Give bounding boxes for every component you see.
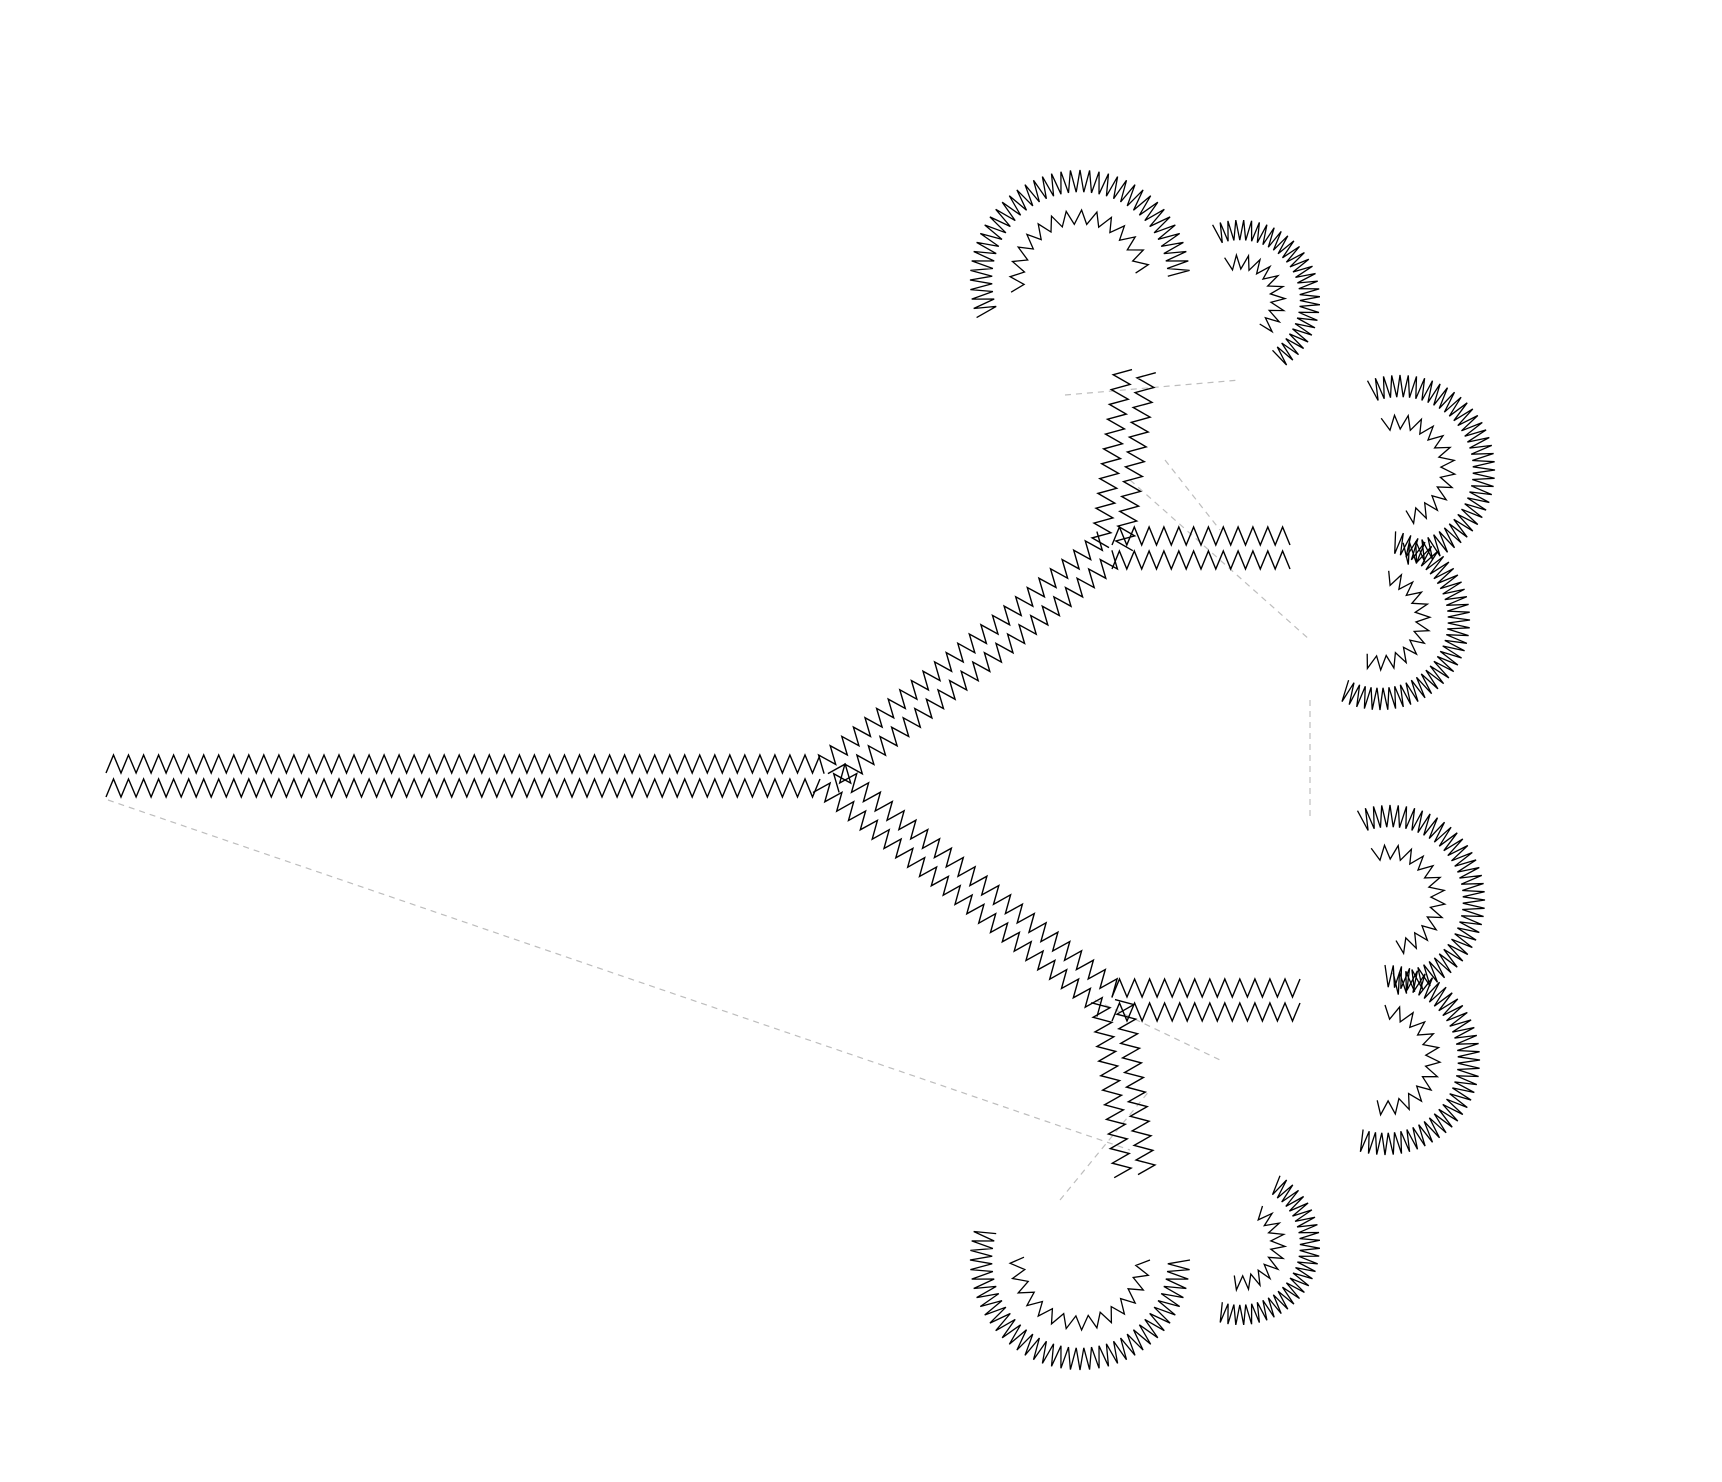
upper-main-branch — [817, 531, 1119, 793]
upper-top-crown-inner-stitches — [1008, 208, 1150, 293]
upper-right-branch-row-a — [1111, 549, 1291, 571]
lower-bottom-right-lobe-outer-stitches — [1219, 1175, 1321, 1326]
lower-right-crown-outer — [1356, 804, 1486, 995]
lower-right-branch-row-a — [1111, 1001, 1301, 1023]
jump-stitch-trunk-to-lower-crown — [107, 799, 1131, 1151]
upper-main-branch-row-a — [832, 550, 1119, 793]
lower-down-branch-row-a — [1091, 1002, 1133, 1179]
jump-stitch-lower-left — [1059, 1089, 1151, 1201]
upper-top-right-lobe-inner-stitches — [1224, 252, 1288, 334]
upper-right-crown-inner-stitches — [1380, 413, 1457, 526]
upper-up-branch-row-a — [1114, 372, 1156, 552]
lower-bottom-crown-inner-stitches — [1008, 1256, 1151, 1332]
jump-stitch-upper-inner — [1164, 459, 1221, 531]
upper-main-branch-row-b — [817, 531, 1104, 774]
jump-stitch-upper-crown — [1064, 379, 1241, 396]
lower-main-branch — [812, 762, 1119, 1017]
upper-right-crown-outer-stitches — [1366, 374, 1496, 565]
trunk-stem-row-b — [105, 753, 821, 775]
upper-right-lower-lobe-outer-stitches — [1341, 531, 1471, 711]
upper-right-lower-lobe-outer — [1341, 531, 1471, 711]
lower-right-branch — [1111, 977, 1301, 1023]
lower-right-branch-row-b — [1111, 977, 1301, 999]
upper-right-crown-outer — [1366, 374, 1496, 565]
jump-stitch-layer — [107, 379, 1311, 1201]
upper-right-lower-lobe-inner — [1366, 570, 1432, 673]
jump-stitch-upper-right-lobe — [1129, 479, 1311, 641]
upper-right-lower-lobe-inner-stitches — [1366, 570, 1432, 673]
lower-bottom-right-lobe-inner-stitches — [1233, 1205, 1288, 1293]
lower-bottom-right-lobe-inner — [1233, 1205, 1288, 1293]
lower-right-lower-lobe-inner-stitches — [1376, 1004, 1442, 1117]
lower-main-branch-row-b — [827, 762, 1119, 998]
upper-top-right-lobe-outer — [1212, 219, 1321, 366]
zigzag-stitch-layer — [105, 169, 1496, 1371]
lower-down-branch-row-b — [1114, 998, 1157, 1176]
lower-down-branch — [1091, 998, 1157, 1179]
lower-bottom-right-lobe-outer — [1219, 1175, 1321, 1326]
upper-right-branch — [1111, 525, 1291, 571]
upper-top-crown-outer — [969, 169, 1190, 319]
lower-bottom-crown-outer-stitches — [969, 1230, 1191, 1371]
upper-right-crown-inner — [1380, 413, 1457, 526]
upper-top-right-lobe-outer-stitches — [1212, 219, 1321, 366]
lower-main-branch-row-a — [812, 781, 1104, 1017]
lower-right-crown-inner-stitches — [1370, 843, 1447, 956]
upper-top-crown-inner — [1008, 208, 1150, 293]
upper-right-branch-row-b — [1111, 525, 1291, 547]
lower-right-lower-lobe-outer-stitches — [1359, 964, 1481, 1156]
lower-right-lower-lobe-inner — [1376, 1004, 1442, 1117]
upper-up-branch — [1090, 368, 1156, 552]
lower-right-lower-lobe-outer — [1359, 964, 1481, 1156]
upper-up-branch-row-b — [1090, 368, 1133, 549]
lower-bottom-crown-inner — [1008, 1256, 1151, 1332]
trunk-stem-row-a — [105, 777, 821, 799]
trunk-stem — [105, 753, 821, 799]
lower-right-crown-outer-stitches — [1356, 804, 1486, 995]
lower-bottom-crown-outer — [969, 1230, 1191, 1371]
upper-top-crown-outer-stitches — [969, 169, 1190, 319]
lower-right-crown-inner — [1370, 843, 1447, 956]
upper-top-right-lobe-inner — [1224, 252, 1288, 334]
